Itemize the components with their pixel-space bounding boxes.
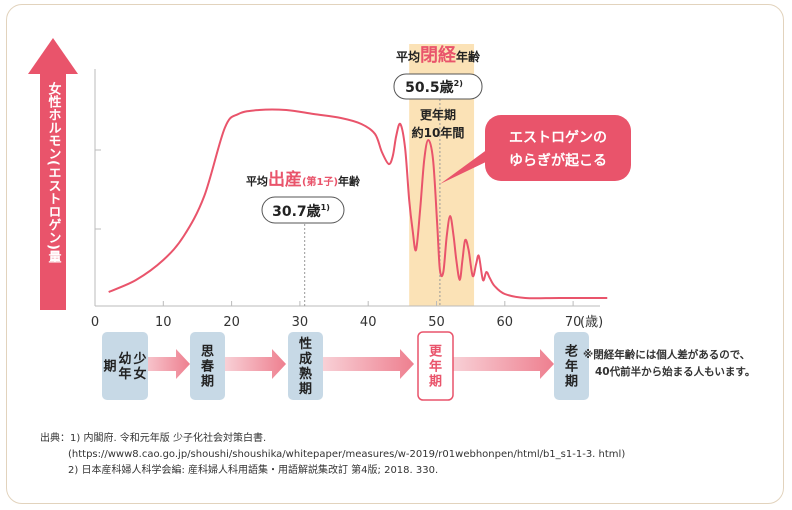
sources: 出典：1) 内閣府. 令和元年版 少子化社会対策白書. (https://www… <box>40 431 625 479</box>
stage-label-char: 年 <box>118 366 131 382</box>
x-tick-label: 0 <box>91 315 99 330</box>
source-line-2: (https://www8.cao.go.jp/shoushi/shoushik… <box>68 449 626 460</box>
callout-line-2: ゆらぎが起こる <box>509 152 607 169</box>
stage-label-char: 思 <box>201 345 214 360</box>
birth-value-box <box>261 196 345 224</box>
individual-difference-note: ※閉経年齢には個人差があるので、 40代前半から始まる人もいます。 <box>583 347 755 381</box>
x-tick-label: 10 <box>155 315 172 330</box>
stage-box-puberty <box>190 332 225 400</box>
stage-label-char: 年 <box>565 359 578 375</box>
stage-label-char: 成 <box>299 351 312 367</box>
stage-label-char: 期 <box>429 375 442 390</box>
life-stage-flow <box>102 331 589 401</box>
note-line-2: 40代前半から始まる人もいます。 <box>595 366 756 378</box>
stage-label-char: 女 <box>133 366 146 382</box>
callout-line-1: エストロゲンの <box>509 129 607 146</box>
fluctuation-callout <box>440 115 631 184</box>
stage-box-senescence <box>554 332 589 400</box>
band-label-1: 更年期 <box>420 107 456 122</box>
menopause-value: 50.5歳2) <box>405 79 463 96</box>
band-label-2: 約10年間 <box>412 125 465 140</box>
x-tick-label: 60 <box>497 315 514 330</box>
y-axis-label: 女性ホルモン(エストロゲン)量 <box>46 81 62 264</box>
stage-label-char: 幼 <box>118 351 131 367</box>
stage-label-char: 春 <box>200 359 215 375</box>
stage-label-char: 期 <box>565 375 578 390</box>
x-tick-label: 70 <box>565 315 582 330</box>
x-tick-label: 40 <box>360 315 377 330</box>
source-line-1: 出典：1) 内閣府. 令和元年版 少子化社会対策白書. <box>40 433 267 444</box>
x-tick-label: 30 <box>292 315 309 330</box>
x-tick-label: 20 <box>223 315 240 330</box>
stage-label-char: 性 <box>299 336 312 352</box>
stage-label-char: 老 <box>564 344 578 360</box>
x-tick-label: 50 <box>428 315 445 330</box>
stage-label-char: 期 <box>201 375 214 390</box>
stage-label-char: 期 <box>103 360 116 375</box>
stage-label-char: 更 <box>429 345 443 360</box>
source-line-3: 2) 日本産科婦人科学会編: 産科婦人科用語集・用語解説集改訂 第4版; 201… <box>68 465 439 476</box>
estrogen-line <box>108 108 608 300</box>
menopause-value-box <box>393 73 483 100</box>
y-axis-arrow <box>28 38 78 310</box>
birth-title: 平均出産(第1子)年齢 <box>246 169 361 190</box>
stage-label-char: 期 <box>299 382 312 397</box>
note-line-1: ※閉経年齢には個人差があるので、 <box>583 349 751 361</box>
birth-value: 30.7歳1) <box>272 203 330 220</box>
stage-label-char: 年 <box>429 359 442 375</box>
stage-label-char: 少 <box>132 351 146 367</box>
x-axis-unit: (歳) <box>580 315 603 330</box>
stage-box-childhood <box>102 332 148 400</box>
stage-box-maturity <box>288 332 323 400</box>
menopause-title: 平均閉経年齢 <box>396 44 481 66</box>
stage-label-char: 熟 <box>299 366 312 382</box>
stage-box-menopause <box>417 331 454 401</box>
